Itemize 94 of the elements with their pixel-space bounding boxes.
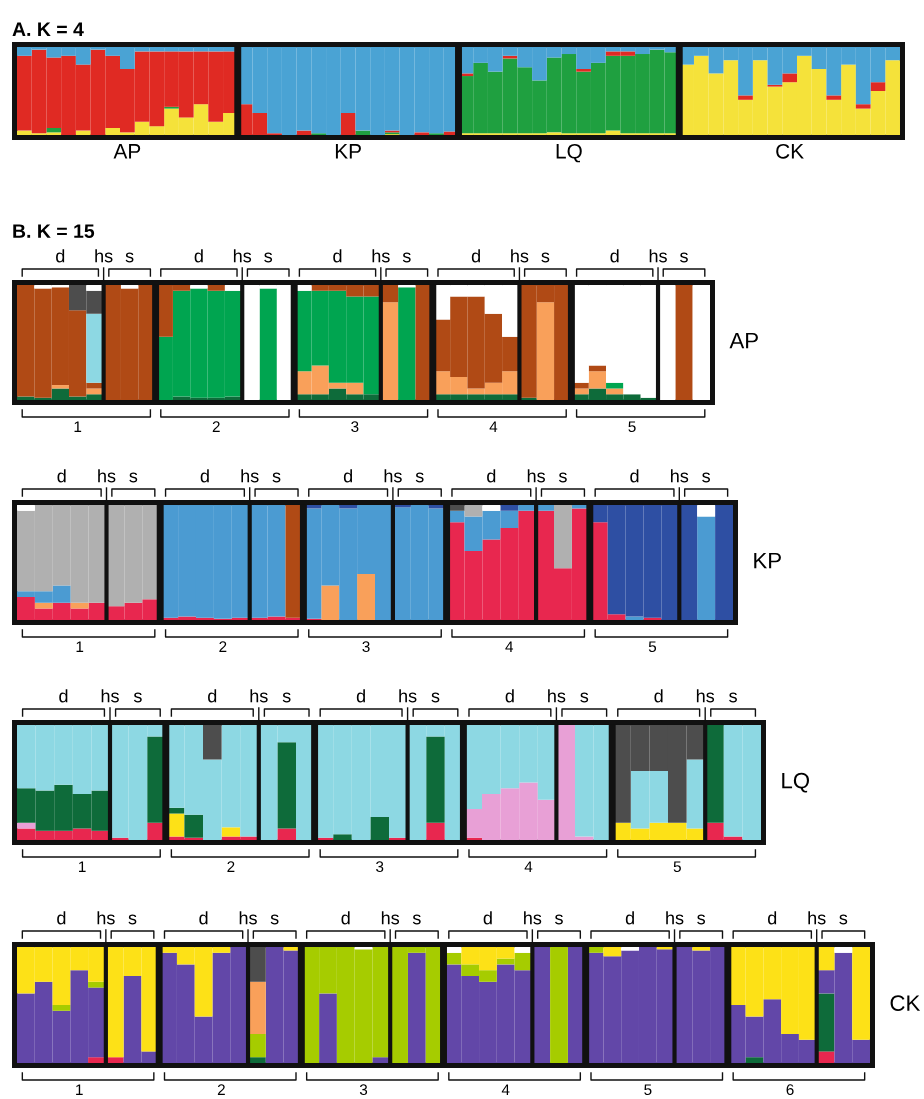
text: hs <box>233 249 252 263</box>
x-tick-label: 1 <box>76 641 84 652</box>
text: hs <box>384 469 402 483</box>
x-tick-label: AP <box>113 144 141 159</box>
text: d <box>471 249 480 263</box>
text: s <box>415 472 424 483</box>
x-tick-label: LQ <box>556 143 582 163</box>
y-axis-title: KP <box>754 552 781 569</box>
text: d <box>59 689 68 703</box>
text: s <box>580 692 589 703</box>
y-axis-title: LQ <box>782 772 810 793</box>
text: hs <box>239 911 257 925</box>
text: hs <box>649 249 667 263</box>
y-axis-title: AP <box>729 332 758 349</box>
text: hs <box>524 911 542 925</box>
text: s <box>412 914 421 925</box>
text: s <box>133 692 142 703</box>
x-tick-label: 4 <box>524 861 533 872</box>
x-tick-label: 4 <box>505 641 514 652</box>
x-tick-label: 6 <box>786 1084 794 1096</box>
text: d <box>57 469 66 483</box>
text: hs <box>241 469 259 483</box>
x-tick-label: 3 <box>362 641 370 653</box>
text: d <box>333 249 342 263</box>
x-tick-label: 3 <box>359 1084 368 1096</box>
x-tick-label: 4 <box>501 1084 510 1095</box>
x-tick-label: 1 <box>79 861 86 872</box>
text: s <box>402 252 411 263</box>
text: s <box>541 252 550 263</box>
text: hs <box>98 469 116 483</box>
chart-title: B. K = 15 <box>13 224 95 238</box>
text: hs <box>250 689 268 703</box>
text: d <box>341 911 350 925</box>
text: hs <box>808 911 826 925</box>
text: s <box>270 914 279 925</box>
text: hs <box>527 469 545 483</box>
text: d <box>199 911 208 925</box>
x-tick-label: 2 <box>219 641 227 652</box>
chart-title: A. K = 4 <box>12 22 84 36</box>
text: d <box>768 911 777 925</box>
x-tick-label: CK <box>776 143 804 159</box>
x-tick-label: 5 <box>644 1084 652 1096</box>
text: s <box>697 914 706 925</box>
text: d <box>487 469 496 483</box>
x-tick-label: 3 <box>351 421 359 433</box>
y-axis-title: CK <box>890 995 921 1011</box>
x-tick-label: KP <box>335 144 361 159</box>
text: d <box>57 911 66 925</box>
x-tick-label: 2 <box>217 1084 225 1095</box>
text: s <box>129 472 138 483</box>
text: hs <box>548 689 566 703</box>
x-tick-label: 1 <box>74 421 82 432</box>
text: d <box>208 689 217 703</box>
x-tick-label: 2 <box>227 861 235 872</box>
text: hs <box>666 911 684 925</box>
text: d <box>194 249 203 263</box>
text: s <box>431 692 440 703</box>
text: s <box>282 692 291 703</box>
text: d <box>343 469 353 483</box>
text: hs <box>95 249 113 263</box>
text: s <box>128 914 137 925</box>
text: hs <box>696 689 715 703</box>
text: hs <box>372 249 390 263</box>
text: d <box>610 249 619 263</box>
x-tick-label: 2 <box>212 421 220 432</box>
text: d <box>56 249 65 263</box>
text: d <box>483 911 492 925</box>
text: s <box>272 472 281 483</box>
text: s <box>264 252 273 263</box>
text: hs <box>511 249 529 263</box>
text: s <box>680 252 688 263</box>
x-tick-label: 5 <box>628 421 636 433</box>
x-tick-label: 4 <box>489 421 498 432</box>
text: hs <box>399 689 417 703</box>
text: d <box>625 911 634 925</box>
text: hs <box>101 689 119 703</box>
text: d <box>505 689 514 703</box>
text: s <box>839 914 848 925</box>
x-tick-label: 5 <box>648 641 657 653</box>
x-tick-label: 5 <box>673 861 681 873</box>
text: d <box>200 469 209 483</box>
text: s <box>555 914 563 925</box>
text: hs <box>97 911 115 925</box>
text: hs <box>381 911 400 925</box>
x-tick-label: 3 <box>376 861 384 873</box>
text: s <box>558 472 567 483</box>
x-tick-label: 1 <box>76 1084 83 1095</box>
text: d <box>654 689 663 703</box>
text: s <box>125 252 134 263</box>
text: d <box>356 689 365 703</box>
text: hs <box>671 469 689 483</box>
text: s <box>729 692 737 703</box>
text: s <box>702 472 711 483</box>
text: d <box>630 469 639 483</box>
